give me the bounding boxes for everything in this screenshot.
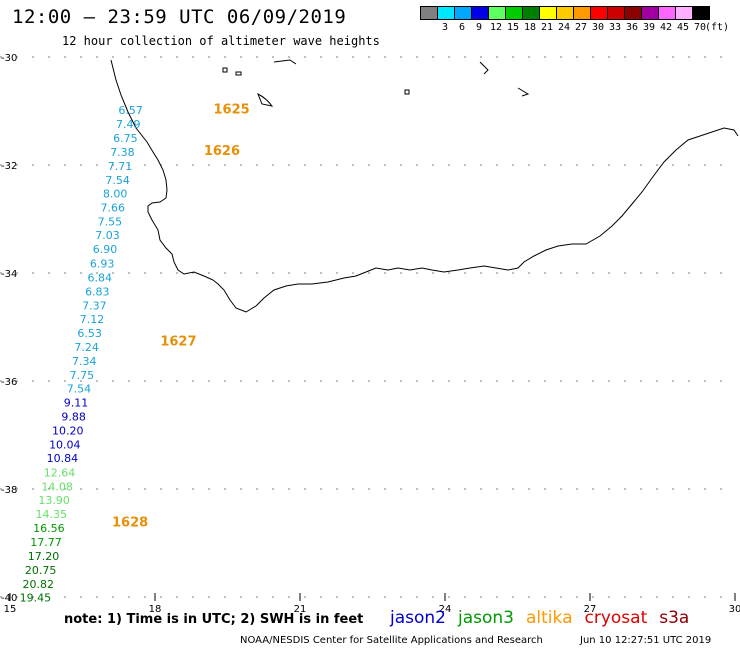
wave-height-value: 6.53: [77, 327, 102, 340]
color-scale-label: 42: [659, 22, 673, 33]
color-scale-label: 36: [625, 22, 639, 33]
island-marker: [517, 87, 530, 97]
color-scale-label: 24: [557, 22, 571, 33]
wave-height-value: 7.37: [82, 299, 107, 312]
wave-height-value: 7.12: [80, 313, 105, 326]
wave-height-value: 6.57: [118, 104, 143, 117]
units-note: note: 1) Time is in UTC; 2) SWH is in fe…: [64, 612, 364, 627]
wave-height-value: 7.66: [101, 202, 126, 215]
wave-height-value: 20.82: [22, 578, 54, 591]
satellite-legend-item: jason2: [390, 608, 446, 628]
pass-number-label: 1626: [204, 144, 240, 159]
x-tick-label: 15: [4, 604, 17, 615]
satellite-legend-item: altika: [526, 608, 573, 628]
wave-height-value: 6.93: [90, 257, 115, 270]
pass-number-label: 1628: [112, 515, 148, 530]
wave-height-value: 9.11: [64, 397, 89, 410]
wave-height-value: 16.56: [33, 522, 65, 535]
color-scale-label: (ft): [704, 22, 730, 33]
satellite-legend-item: s3a: [659, 608, 690, 628]
island-marker: [479, 61, 489, 75]
color-scale-labels: 3 6 9 12 15 18 21 24 27 30 33 36 39 42 45 70 (ft): [420, 22, 740, 36]
color-scale-label: 15: [506, 22, 520, 33]
island-marker: [257, 92, 274, 107]
y-tick-label: -36: [1, 377, 17, 388]
island-marker: [235, 71, 242, 76]
color-scale-label: 33: [608, 22, 622, 33]
wave-height-value: 7.49: [116, 118, 141, 131]
wave-height-value: 14.35: [36, 508, 68, 521]
pass-number-label: 1625: [214, 102, 250, 117]
color-scale-label: 39: [642, 22, 656, 33]
x-tick-label: 24: [439, 604, 452, 615]
wave-height-value: 10.20: [52, 425, 84, 438]
wave-height-value: 14.08: [41, 480, 73, 493]
color-scale-label: 70: [693, 22, 707, 33]
wave-height-value: 7.71: [108, 160, 133, 173]
color-scale-label: 3: [441, 22, 449, 33]
y-tick-label: -40: [1, 593, 17, 604]
wave-height-value: 10.84: [47, 452, 79, 465]
wave-height-value: 7.38: [110, 146, 135, 159]
color-scale-label: 12: [489, 22, 503, 33]
wave-height-value: 7.55: [98, 216, 123, 229]
wave-height-value: 10.04: [49, 439, 81, 452]
color-scale-label: 45: [676, 22, 690, 33]
wave-height-value: 20.75: [25, 564, 57, 577]
map-title: 12:00 – 23:59 UTC 06/09/2019: [12, 6, 347, 28]
footer-timestamp: Jun 10 12:27:51 UTC 2019: [580, 635, 712, 646]
color-scale-cell: [692, 6, 710, 20]
color-scale-label: 27: [574, 22, 588, 33]
wave-height-value: 17.20: [28, 550, 60, 563]
island-marker: [273, 59, 297, 65]
wave-height-value: 7.34: [72, 355, 97, 368]
wave-height-value: 7.24: [74, 341, 99, 354]
color-scale-label: 30: [591, 22, 605, 33]
wave-height-value: 9.88: [61, 411, 86, 424]
y-tick-label: -30: [1, 53, 17, 64]
wave-height-value: 19.45: [20, 592, 52, 605]
color-scale-label: 6: [458, 22, 466, 33]
wave-height-value: 6.83: [85, 285, 110, 298]
x-tick-label: 27: [584, 604, 597, 615]
color-scale-bar: [420, 6, 710, 20]
wave-height-value: 6.84: [87, 271, 112, 284]
x-tick-label: 21: [294, 604, 307, 615]
island-marker: [222, 67, 228, 73]
wave-height-value: 12.64: [44, 466, 76, 479]
color-scale-label: 9: [475, 22, 483, 33]
wave-height-value: 13.90: [38, 494, 70, 507]
wave-height-value: 7.54: [105, 174, 130, 187]
wave-height-value: 6.90: [93, 243, 118, 256]
y-tick-label: -32: [1, 161, 17, 172]
x-tick-label: 18: [149, 604, 162, 615]
island-marker: [404, 89, 410, 95]
wave-height-value: 7.54: [67, 383, 92, 396]
footer-credit: NOAA/NESDIS Center for Satellite Applica…: [240, 635, 543, 646]
satellite-legend: jason2 jason3 altika cryosat s3a: [390, 608, 689, 628]
wave-height-value: 7.03: [95, 229, 120, 242]
map-subtitle: 12 hour collection of altimeter wave hei…: [62, 34, 380, 48]
satellite-legend-item: jason3: [458, 608, 514, 628]
wave-height-value: 17.77: [30, 536, 62, 549]
satellite-legend-item: cryosat: [584, 608, 648, 628]
pass-number-label: 1627: [160, 335, 196, 350]
y-tick-label: -34: [1, 269, 17, 280]
x-tick-label: 30: [729, 604, 740, 615]
wave-height-value: 7.75: [70, 369, 95, 382]
wave-height-value: 8.00: [103, 188, 128, 201]
y-tick-label: -38: [1, 485, 17, 496]
color-scale-label: 21: [540, 22, 554, 33]
wave-height-value: 6.75: [113, 132, 138, 145]
color-scale-label: 18: [523, 22, 537, 33]
coastline: [110, 59, 739, 313]
